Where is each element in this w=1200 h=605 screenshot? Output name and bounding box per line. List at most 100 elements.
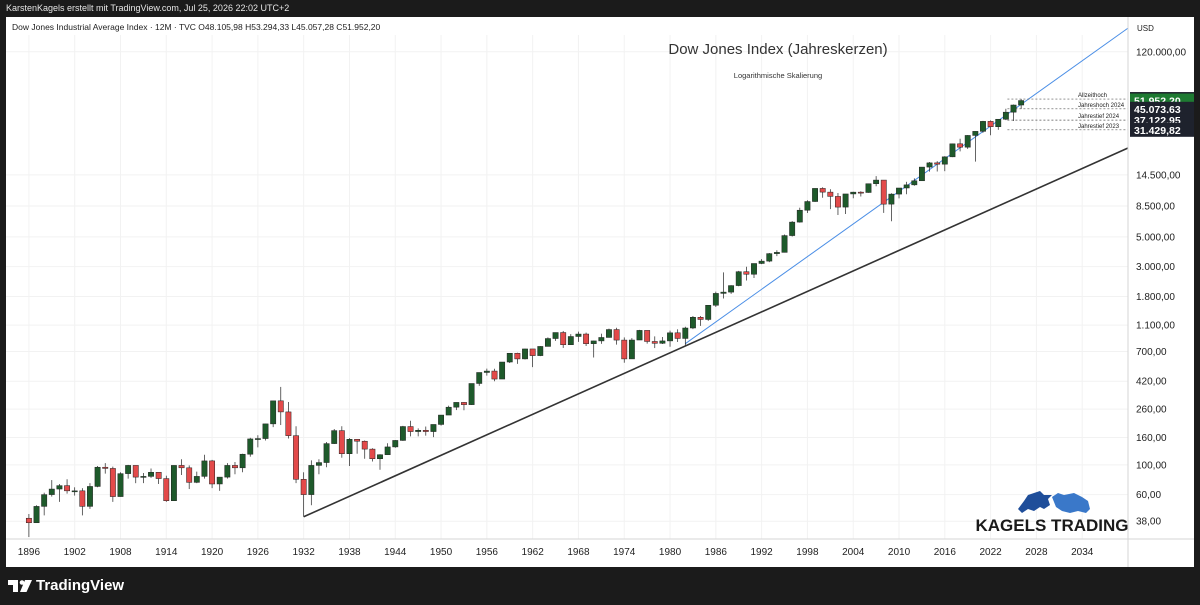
candle-body: [835, 196, 841, 208]
trendline-black: [303, 147, 1129, 518]
candle: [712, 291, 719, 307]
candle: [766, 252, 773, 263]
x-tick-label: 2022: [979, 547, 1002, 558]
candle-body: [911, 180, 918, 186]
x-tick-label: 2016: [934, 547, 957, 558]
candle-body: [377, 454, 383, 460]
candle: [148, 468, 154, 478]
candle: [667, 330, 673, 347]
candle: [628, 338, 635, 360]
candle-body: [751, 263, 757, 275]
y-tick-label: 260,00: [1136, 405, 1167, 416]
candle-body: [644, 330, 651, 342]
candle: [934, 161, 941, 172]
kagels-trading-logo: KAGELS TRADING: [976, 491, 1129, 535]
candle: [461, 402, 467, 411]
candle: [1018, 99, 1025, 109]
candle-body: [667, 332, 673, 342]
candle: [64, 479, 70, 494]
candle: [109, 466, 116, 502]
x-axis[interactable]: 1896 1902 1908 1914 1920 1926 1932 1938 1944 1950…: [18, 547, 1094, 558]
candle-body: [316, 462, 322, 466]
candle-body: [262, 423, 269, 439]
candle: [544, 337, 551, 347]
candle-body: [155, 472, 162, 479]
x-tick-label: 1920: [201, 547, 224, 558]
candle: [285, 402, 292, 439]
candle: [392, 440, 399, 448]
candle: [1010, 104, 1017, 121]
candle: [880, 179, 887, 213]
candle: [705, 305, 712, 321]
candle: [239, 453, 246, 473]
candle-body: [606, 329, 612, 338]
chart-panel[interactable]: Allzeithoch Jahreshoch 2024 Jahrestief 202…: [6, 17, 1194, 567]
bear-icon: [1052, 493, 1090, 513]
candle: [583, 332, 590, 346]
candle-body: [415, 430, 422, 432]
candle-body: [102, 466, 109, 469]
candle: [193, 471, 200, 484]
candle-body: [964, 135, 971, 148]
candle-body: [819, 188, 826, 193]
footer-bar: TradingView: [0, 567, 1200, 605]
candle-body: [766, 253, 773, 262]
candle-body: [430, 424, 437, 432]
candle-body: [773, 252, 780, 254]
candle-body: [125, 465, 132, 474]
x-tick-label: 1950: [430, 547, 453, 558]
candle-body: [384, 446, 391, 455]
x-tick-label: 1980: [659, 547, 682, 558]
candle: [865, 183, 872, 193]
candle-body: [590, 340, 597, 344]
x-tick-label: 1902: [64, 547, 87, 558]
candle: [361, 440, 368, 459]
candles: [25, 99, 1025, 537]
candle: [232, 461, 238, 475]
y-tick-label: 100,00: [1136, 460, 1167, 471]
candle-body: [94, 466, 101, 487]
candle: [850, 191, 857, 199]
candle-body: [888, 193, 895, 205]
x-tick-label: 1962: [522, 547, 545, 558]
candle-body: [651, 341, 658, 344]
candle-body: [544, 338, 551, 347]
candle-body: [499, 361, 506, 380]
y-tick-label: 700,00: [1136, 347, 1167, 358]
candle: [613, 327, 620, 345]
candle: [659, 337, 666, 344]
candle-body: [560, 332, 567, 345]
y-axis[interactable]: 120.000,00 14.500,00 8.500,00 5.000,00 3.000…: [1136, 47, 1186, 527]
candle-body: [117, 473, 124, 497]
candle: [132, 465, 139, 484]
candle-body: [781, 235, 788, 253]
candle: [140, 472, 147, 484]
watermark-text: KAGELS TRADING: [976, 516, 1129, 535]
candle-body: [71, 490, 78, 493]
x-tick-label: 2010: [888, 547, 911, 558]
candle: [514, 352, 521, 364]
chart-credit: KarstenKagels erstellt mit TradingView.c…: [6, 3, 290, 13]
price-tag-box: [1130, 101, 1194, 116]
candle: [842, 193, 849, 214]
candle-body: [712, 293, 719, 306]
tradingview-logo-icon: [8, 580, 32, 592]
x-tick-label: 1974: [613, 547, 636, 558]
candle: [102, 463, 109, 474]
x-tick-label: 2004: [842, 547, 865, 558]
y-tick-label: 120.000,00: [1136, 47, 1186, 58]
candle-body: [64, 485, 70, 492]
candle-body: [705, 305, 712, 320]
candle-body: [941, 156, 948, 165]
candlestick-chart[interactable]: Allzeithoch Jahreshoch 2024 Jahrestief 202…: [6, 17, 1194, 567]
x-tick-label: 1932: [293, 547, 316, 558]
candle: [415, 428, 422, 437]
candle-body: [690, 317, 696, 329]
candle: [399, 425, 406, 441]
price-tag: 31.429,82: [1130, 122, 1194, 137]
candle: [476, 372, 483, 386]
candle: [33, 505, 40, 524]
candle: [972, 131, 979, 162]
candle: [247, 437, 254, 457]
candle: [957, 138, 964, 152]
